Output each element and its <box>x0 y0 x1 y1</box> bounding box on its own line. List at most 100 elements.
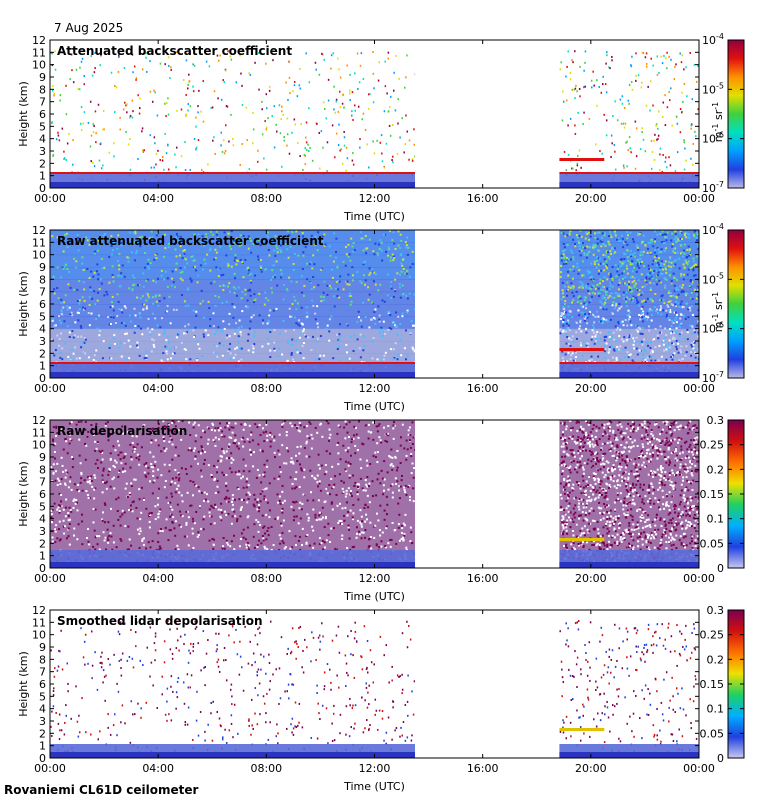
colorbar-tick-label: 10-4 <box>702 32 724 47</box>
y-tick-label: 2 <box>39 157 46 170</box>
colorbar-tick-label: 0.3 <box>707 414 725 427</box>
x-tick-label: 04:00 <box>142 762 174 775</box>
x-tick-label: 20:00 <box>575 382 607 395</box>
y-axis-label: Height (km) <box>17 461 30 527</box>
x-tick-label: 00:00 <box>683 762 715 775</box>
panel-title: Attenuated backscatter coefficient <box>57 44 292 58</box>
y-tick-label: 5 <box>39 310 46 323</box>
x-tick-label: 12:00 <box>359 572 391 585</box>
data-gap <box>415 610 560 758</box>
plot-frame <box>49 39 700 189</box>
colorbar <box>727 39 745 189</box>
y-tick-label: 4 <box>39 323 46 336</box>
colorbar-tick-label: 0.2 <box>707 653 725 666</box>
colorbar-tick-label: 0.3 <box>707 604 725 617</box>
colorbar-tick-label: 0.25 <box>700 629 725 642</box>
x-tick-label: 20:00 <box>575 762 607 775</box>
y-tick-label: 6 <box>39 298 46 311</box>
x-tick-label: 16:00 <box>467 762 499 775</box>
y-tick-label: 0 <box>39 752 46 765</box>
y-tick-label: 8 <box>39 83 46 96</box>
heatmap-field <box>50 420 699 568</box>
data-gap <box>415 230 560 378</box>
y-tick-label: 8 <box>39 273 46 286</box>
y-tick-label: 0 <box>39 562 46 575</box>
x-tick-label: 12:00 <box>359 382 391 395</box>
y-tick-label: 6 <box>39 108 46 121</box>
panel-title: Raw depolarisation <box>57 424 187 438</box>
y-tick-label: 1 <box>39 170 46 183</box>
x-tick-label: 00:00 <box>34 192 66 205</box>
y-tick-label: 5 <box>39 690 46 703</box>
x-tick-label: 16:00 <box>467 382 499 395</box>
x-tick-label: 08:00 <box>250 762 282 775</box>
x-tick-label: 04:00 <box>142 572 174 585</box>
y-tick-label: 6 <box>39 678 46 691</box>
x-tick-label: 00:00 <box>34 572 66 585</box>
x-tick-label: 16:00 <box>467 192 499 205</box>
y-tick-label: 4 <box>39 133 46 146</box>
heatmap-field <box>50 230 699 378</box>
x-tick-label: 08:00 <box>250 572 282 585</box>
x-tick-label: 00:00 <box>34 382 66 395</box>
y-tick-label: 2 <box>39 537 46 550</box>
x-tick-label: 08:00 <box>250 382 282 395</box>
y-tick-label: 3 <box>39 145 46 158</box>
colorbar-unit-label: m-1 sr-1 <box>711 292 725 332</box>
date-label: 7 Aug 2025 <box>54 21 123 35</box>
x-axis-label: Time (UTC) <box>343 400 405 413</box>
x-axis-label: Time (UTC) <box>343 590 405 603</box>
y-tick-label: 0 <box>39 182 46 195</box>
y-tick-label: 3 <box>39 715 46 728</box>
x-tick-label: 20:00 <box>575 572 607 585</box>
y-tick-label: 5 <box>39 500 46 513</box>
y-tick-label: 2 <box>39 347 46 360</box>
y-tick-label: 7 <box>39 286 46 299</box>
y-tick-label: 9 <box>39 71 46 84</box>
colorbar-tick-label: 10-5 <box>702 271 724 286</box>
x-tick-label: 20:00 <box>575 192 607 205</box>
colorbar-tick-label: 0.15 <box>700 678 725 691</box>
y-tick-label: 3 <box>39 525 46 538</box>
y-tick-label: 6 <box>39 488 46 501</box>
y-tick-label: 0 <box>39 372 46 385</box>
y-tick-label: 12 <box>32 34 46 47</box>
y-tick-label: 7 <box>39 476 46 489</box>
y-tick-label: 12 <box>32 604 46 617</box>
y-tick-label: 9 <box>39 641 46 654</box>
x-axis-label: Time (UTC) <box>343 780 405 793</box>
y-tick-label: 1 <box>39 360 46 373</box>
y-tick-label: 11 <box>32 426 46 439</box>
panel-title: Raw attenuated backscatter coefficient <box>57 234 324 248</box>
colorbar-tick-label: 0.1 <box>707 703 725 716</box>
y-tick-label: 7 <box>39 666 46 679</box>
colorbar-tick-label: 0.15 <box>700 488 725 501</box>
x-tick-label: 00:00 <box>34 762 66 775</box>
x-tick-label: 00:00 <box>683 192 715 205</box>
colorbar-tick-label: 0.25 <box>700 439 725 452</box>
x-tick-label: 00:00 <box>683 572 715 585</box>
y-tick-label: 4 <box>39 513 46 526</box>
colorbar-tick-label: 10-7 <box>702 180 724 195</box>
colorbar-tick-label: 0 <box>717 752 724 765</box>
x-tick-label: 12:00 <box>359 762 391 775</box>
data-gap <box>415 40 560 188</box>
y-tick-label: 10 <box>32 629 46 642</box>
x-tick-label: 08:00 <box>250 192 282 205</box>
y-tick-label: 8 <box>39 653 46 666</box>
y-tick-label: 11 <box>32 236 46 249</box>
colorbar-tick-label: 0.05 <box>700 537 725 550</box>
colorbar-tick-label: 0.1 <box>707 513 725 526</box>
heatmap-field <box>50 610 699 758</box>
heatmap-field <box>50 40 699 188</box>
y-tick-label: 8 <box>39 463 46 476</box>
x-tick-label: 12:00 <box>359 192 391 205</box>
y-tick-label: 5 <box>39 120 46 133</box>
colorbar-tick-label: 0 <box>717 562 724 575</box>
data-gap <box>415 420 560 568</box>
